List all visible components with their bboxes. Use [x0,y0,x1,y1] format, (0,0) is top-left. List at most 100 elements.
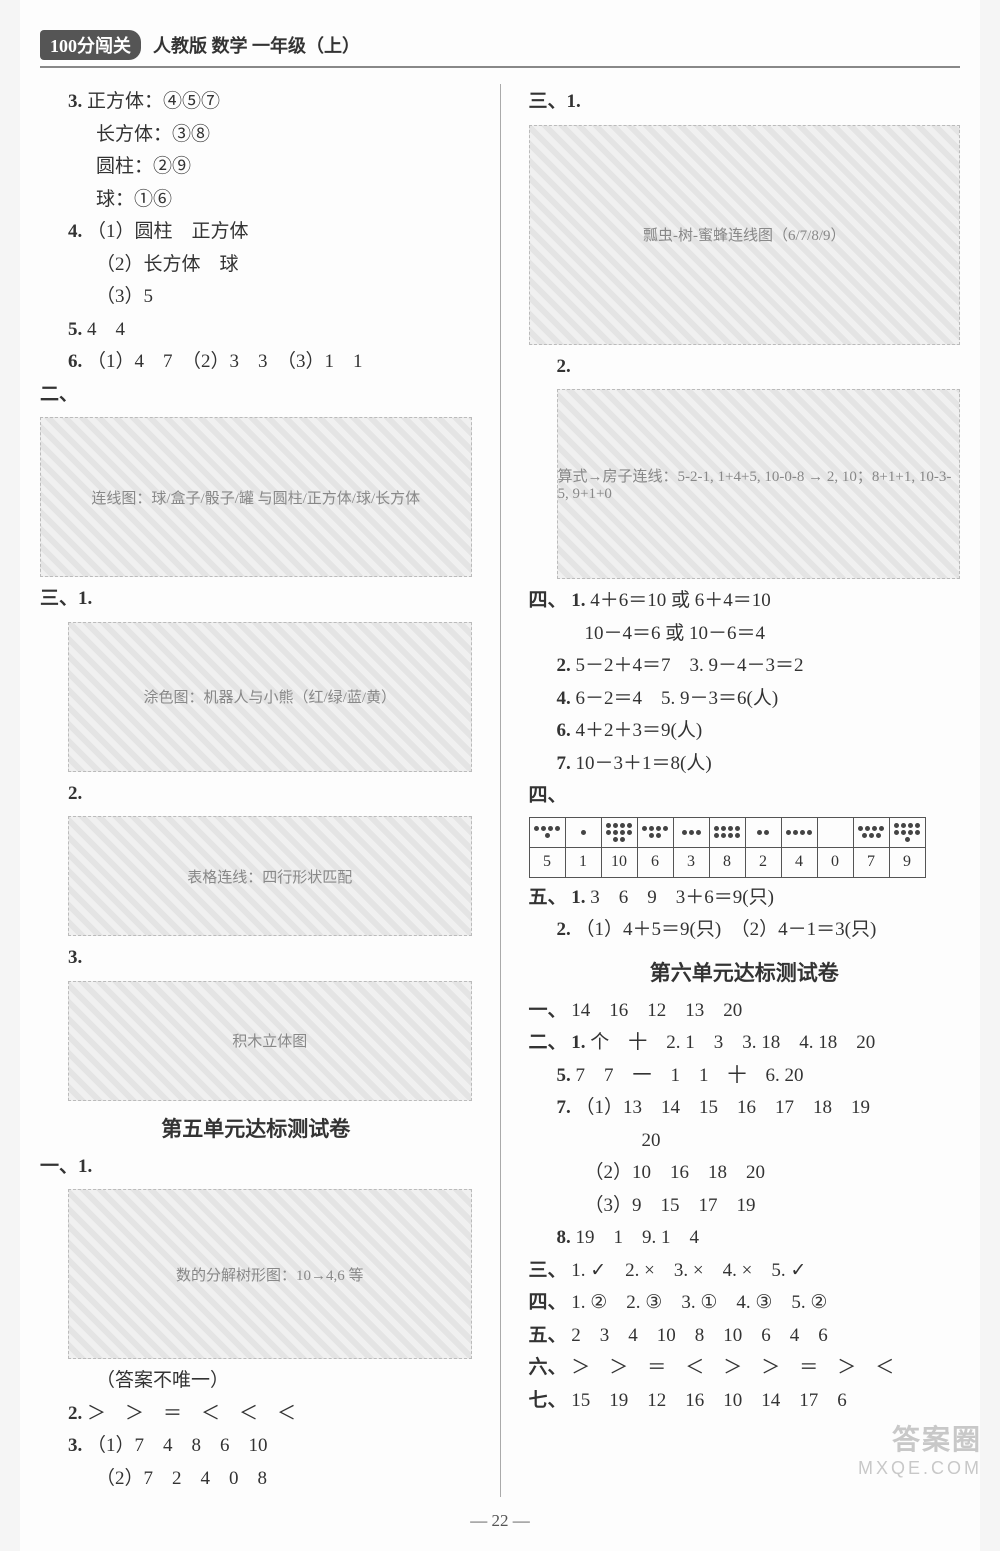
page-number: — 22 — [40,1511,960,1531]
value-cell: 6 [637,847,673,877]
dot-cell [565,817,601,847]
column-divider [500,84,501,1497]
sec3-1-figure: 涂色图：机器人与小熊（红/绿/蓝/黄） [68,622,472,772]
r-sec3-1-caption: 瓢虫-树-蜜蜂连线图（6/7/8/9） [643,224,846,245]
sec3-3-label: 3. [68,944,472,973]
dot-cell [853,817,889,847]
r-sec3-2-caption: 算式→房子连线：5-2-1, 1+4+5, 10-0-8 → 2, 10；8+1… [558,465,960,503]
left-column: 3. 正方体：④⑤⑦ 长方体：③⑧ 圆柱：②⑨ 球：①⑥ 4. （1）圆柱 正方… [40,84,472,1497]
dot-cell [889,817,925,847]
dot-cell [637,817,673,847]
r-sec5-line2: 2. （1）4＋5＝9(只) （2）4－1＝3(只) [557,916,961,945]
value-cell: 7 [853,847,889,877]
u5-3-label: 3. [68,1435,82,1456]
two-column-layout: 3. 正方体：④⑤⑦ 长方体：③⑧ 圆柱：②⑨ 球：①⑥ 4. （1）圆柱 正方… [40,84,960,1497]
watermark: 答案圈 MXQE.COM [858,1418,982,1479]
sec3-2-figure: 表格连线：四行形状匹配 [68,816,472,936]
r-sec4-line6: 7. 10－3＋1＝8(人) [557,750,961,779]
q6-line: 6. （1）4 7 （2）3 3 （3）1 1 [68,348,472,377]
q4-text1: （1）圆柱 正方体 [87,221,249,242]
q6-label: 6. [68,351,82,372]
u5-1-1-label: 一、1. [40,1153,472,1182]
r-sec4-t1: 4＋6＝10 或 6＋4＝10 [590,590,771,611]
dot-cell [673,817,709,847]
sec2-label: 二、 [40,381,472,410]
q3-label: 3. [68,91,82,112]
r-sec4-line1: 四、 1. 4＋6＝10 或 6＋4＝10 [529,587,961,616]
r-sec4-line4: 4. 6－2＝4 5. 9－3＝6(人) [557,685,961,714]
u6-6-line: 六、 ＞ ＞ ＝ ＜ ＞ ＞ ＝ ＞ ＜ [529,1354,961,1383]
q3-text1: 正方体：④⑤⑦ [87,91,220,112]
dot-cell [709,817,745,847]
r-sec4b-label: 四、 [529,782,961,811]
header-title: 人教版 数学 一年级（上） [153,32,360,58]
r-sec3-1-label: 三、1. [529,88,961,117]
u6-2-line3: 7. （1）13 14 15 16 17 18 19 [557,1094,961,1123]
r-sec5-line1: 五、 1. 3 6 9 3＋6＝9(只) [529,884,961,913]
value-cell: 3 [673,847,709,877]
value-cell: 10 [601,847,637,877]
page: 100分闯关 人教版 数学 一年级（上） 3. 正方体：④⑤⑦ 长方体：③⑧ 圆… [20,0,980,1551]
q3-line2: 长方体：③⑧ [96,121,472,150]
q6-text: （1）4 7 （2）3 3 （3）1 1 [87,351,363,372]
u6-1-line: 一、 14 16 12 13 20 [529,997,961,1026]
u6-2-line2: 5. 7 7 一 1 1 十 6. 20 [557,1062,961,1091]
u5-3-text1: （1）7 4 8 6 10 [87,1435,268,1456]
u6-4-line: 四、 1. ② 2. ③ 3. ① 4. ③ 5. ② [529,1289,961,1318]
right-column: 三、1. 瓢虫-树-蜜蜂连线图（6/7/8/9） 2. 算式→房子连线：5-2-… [529,84,961,1497]
watermark-line1: 答案圈 [858,1418,982,1458]
r-sec4-n1: 1. [571,590,585,611]
u5-1-1-figure-caption: 数的分解树形图：10→4,6 等 [176,1264,364,1285]
u5-3-line2: （2）7 2 4 0 8 [96,1465,472,1494]
sec2-figure-caption: 连线图：球/盒子/骰子/罐 与圆柱/正方体/球/长方体 [91,487,420,508]
q5-line: 5. 4 4 [68,316,472,345]
u5-2-label: 2. [68,1403,82,1424]
u6-2-line7: 8. 19 1 9. 1 4 [557,1224,961,1253]
r-sec3-2-figure: 算式→房子连线：5-2-1, 1+4+5, 10-0-8 → 2, 10；8+1… [557,389,961,579]
u6-2-line5: （2）10 16 18 20 [585,1159,961,1188]
u5-1-1-note: （答案不唯一） [96,1367,472,1396]
sec2-figure: 连线图：球/盒子/骰子/罐 与圆柱/正方体/球/长方体 [40,417,472,577]
r-sec3-1-figure: 瓢虫-树-蜜蜂连线图（6/7/8/9） [529,125,961,345]
watermark-line2: MXQE.COM [858,1458,982,1479]
header-badge: 100分闯关 [40,30,141,60]
dot-cell [601,817,637,847]
unit5-heading: 第五单元达标测试卷 [40,1113,472,1143]
dot-cell [745,817,781,847]
sec3-3-figure-caption: 积木立体图 [232,1030,307,1051]
r-sec3-2-label: 2. [557,353,961,382]
value-cell: 5 [529,847,565,877]
r-sec4-line5: 6. 4＋2＋3＝9(人) [557,717,961,746]
u5-2-text: ＞ ＞ ＝ ＜ ＜ ＜ [87,1403,296,1424]
r-sec4-line2: 10－4＝6 或 10－6＝4 [585,620,961,649]
r-sec4-line3: 2. 5－2＋4＝7 3. 9－4－3＝2 [557,652,961,681]
q4-line1: 4. （1）圆柱 正方体 [68,218,472,247]
q5-text: 4 4 [87,319,125,340]
sec3-3-figure: 积木立体图 [68,981,472,1101]
sec3-1-label: 三、1. [40,585,472,614]
value-cell: 1 [565,847,601,877]
u5-3-line1: 3. （1）7 4 8 6 10 [68,1432,472,1461]
u5-1-1-figure: 数的分解树形图：10→4,6 等 [68,1189,472,1359]
r-sec4b-table: 511063824079 [529,817,926,878]
u6-5-line: 五、 2 3 4 10 8 10 6 4 6 [529,1322,961,1351]
u6-2-line4: 20 [585,1127,961,1156]
q4-line3: （3）5 [96,283,472,312]
dot-cell [529,817,565,847]
dot-cell [817,817,853,847]
q4-line2: （2）长方体 球 [96,251,472,280]
q3-line3: 圆柱：②⑨ [96,153,472,182]
u5-2-line: 2. ＞ ＞ ＝ ＜ ＜ ＜ [68,1400,472,1429]
value-cell: 8 [709,847,745,877]
page-header: 100分闯关 人教版 数学 一年级（上） [40,30,960,68]
value-cell: 9 [889,847,925,877]
q4-label: 4. [68,221,82,242]
unit6-heading: 第六单元达标测试卷 [529,957,961,987]
sec3-2-label: 2. [68,780,472,809]
q3-line4: 球：①⑥ [96,186,472,215]
sec3-1-figure-caption: 涂色图：机器人与小熊（红/绿/蓝/黄） [143,686,396,707]
u6-3-line: 三、 1. ✓ 2. × 3. × 4. × 5. ✓ [529,1257,961,1286]
u6-2-line1: 二、 1. 个 十 2. 1 3 3. 18 4. 18 20 [529,1029,961,1058]
value-cell: 0 [817,847,853,877]
u6-2-line6: （3）9 15 17 19 [585,1192,961,1221]
